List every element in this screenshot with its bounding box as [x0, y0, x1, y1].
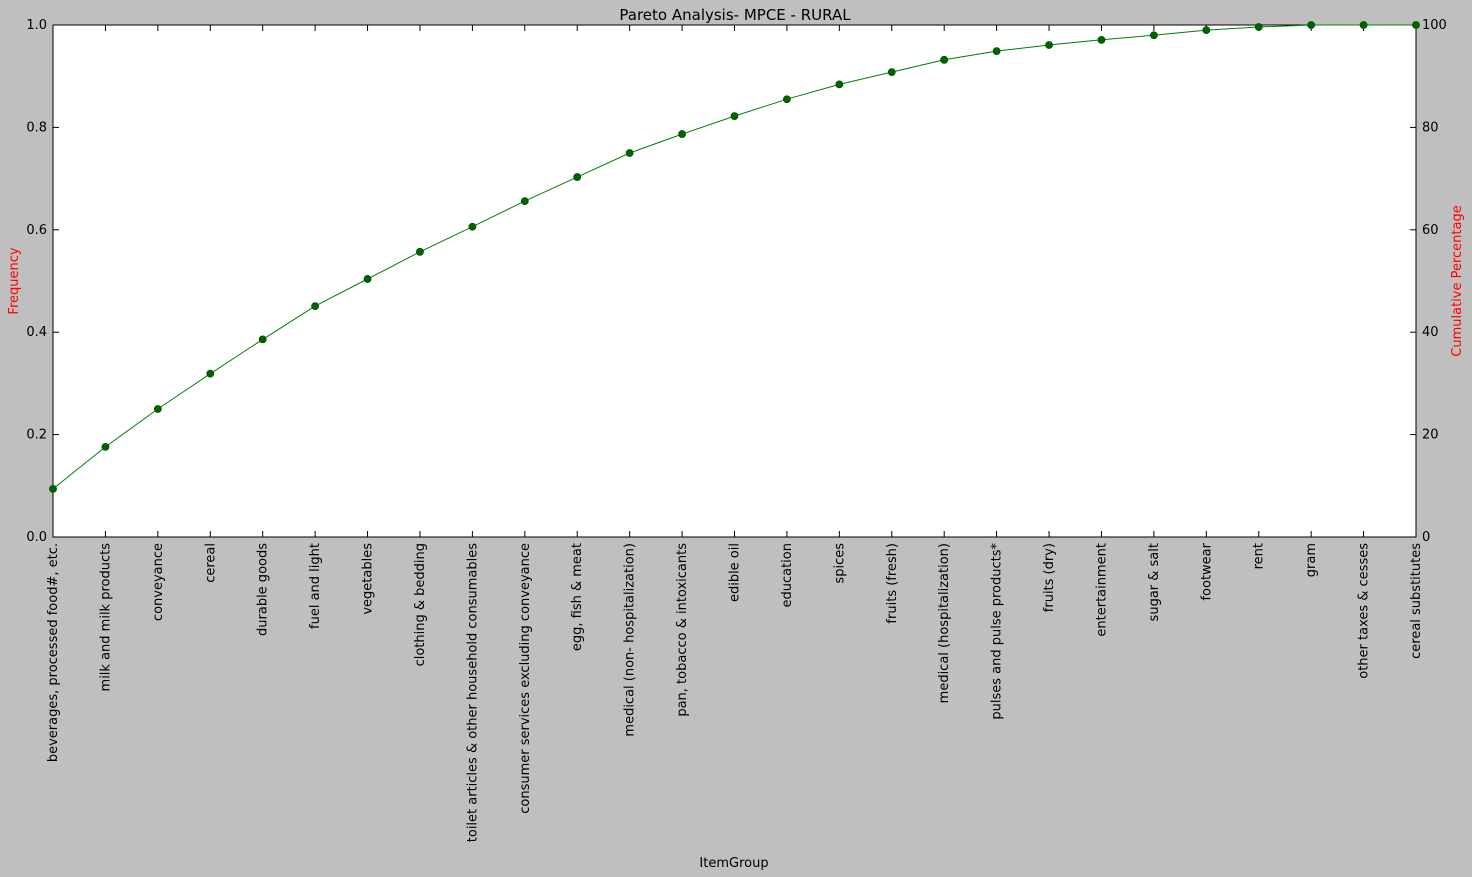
- data-point: [730, 112, 739, 121]
- data-point: [573, 173, 582, 181]
- left-tick-label: 0.8: [26, 120, 47, 135]
- data-point: [1045, 41, 1053, 49]
- x-tick-label: rent: [1252, 543, 1267, 569]
- x-tick-label: egg, fish & meat: [570, 543, 585, 651]
- x-tick-label: other taxes & cesses: [1357, 543, 1372, 679]
- y-axis-label-left: Frequency: [7, 247, 22, 314]
- data-point: [887, 68, 896, 77]
- data-point: [520, 197, 529, 206]
- x-tick-label: vegetables: [361, 543, 376, 615]
- data-point: [1149, 31, 1158, 40]
- left-tick-label: 0.0: [26, 530, 47, 545]
- data-point: [992, 47, 1001, 56]
- x-tick-label: cereal: [203, 543, 218, 583]
- data-point: [363, 275, 372, 283]
- x-tick-label: clothing & bedding: [413, 543, 428, 666]
- x-tick-label: spices: [832, 543, 847, 584]
- data-point: [625, 149, 634, 157]
- x-tick-label: pan, tobacco & intoxicants: [675, 543, 690, 717]
- x-tick-label: conveyance: [151, 543, 166, 621]
- data-point: [1097, 35, 1106, 44]
- right-y-axis: 0 20 40 60 80 100: [1410, 18, 1447, 545]
- x-tick-label: beverages, processed food#, etc.: [46, 543, 61, 762]
- right-tick-label: 60: [1422, 223, 1439, 238]
- x-tick-label: education: [780, 543, 795, 608]
- x-axis: beverages, processed food#, etc. milk and…: [46, 25, 1424, 842]
- right-tick-label: 20: [1422, 428, 1439, 443]
- x-tick-label: durable goods: [256, 543, 271, 636]
- right-tick-label: 0: [1422, 530, 1430, 545]
- data-point: [1254, 23, 1263, 31]
- x-tick-label: cereal substitutes: [1409, 543, 1424, 659]
- left-tick-label: 0.2: [26, 428, 47, 443]
- data-point: [1307, 21, 1316, 29]
- left-y-axis: 0.0 0.2 0.4 0.6 0.8 1.0: [26, 18, 59, 545]
- data-point: [678, 130, 686, 138]
- data-point: [49, 484, 57, 493]
- left-tick-label: 1.0: [26, 18, 47, 33]
- data-point: [101, 442, 110, 451]
- x-tick-label: toilet articles & other household consum…: [465, 543, 480, 842]
- x-tick-label: medical (hospitalization): [937, 543, 952, 703]
- data-point: [153, 405, 162, 413]
- y-axis-label-right: Cumulative Percentage: [1450, 205, 1465, 356]
- x-tick-label: fruits (dry): [1042, 543, 1057, 612]
- series-layer: [49, 21, 1420, 493]
- x-tick-label: gram: [1304, 543, 1319, 577]
- x-tick-label: footwear: [1199, 542, 1214, 600]
- data-point: [416, 247, 424, 256]
- x-tick-label: pulses and pulse products*: [990, 543, 1005, 720]
- data-point: [1359, 21, 1368, 29]
- left-tick-label: 0.4: [26, 325, 47, 340]
- data-point: [1202, 26, 1211, 35]
- data-point: [468, 222, 477, 231]
- x-axis-label: ItemGroup: [699, 856, 768, 871]
- data-point: [258, 335, 267, 344]
- left-tick-label: 0.6: [26, 223, 47, 238]
- x-tick-label: milk and milk products: [98, 543, 113, 692]
- plot-area: [52, 24, 1417, 538]
- right-tick-label: 40: [1422, 325, 1439, 340]
- x-tick-label: edible oil: [728, 543, 743, 602]
- data-point: [783, 95, 791, 104]
- x-tick-label: consumer services excluding conveyance: [518, 543, 533, 814]
- x-tick-label: medical (non- hospitalization): [623, 543, 638, 737]
- x-tick-label: entertainment: [1094, 543, 1109, 637]
- right-tick-label: 80: [1422, 120, 1439, 135]
- data-point: [1412, 21, 1420, 29]
- data-point: [835, 80, 844, 89]
- data-point: [206, 369, 215, 378]
- x-tick-label: fruits (fresh): [885, 543, 900, 624]
- data-point: [311, 302, 320, 310]
- data-point: [940, 55, 949, 64]
- x-tick-label: fuel and light: [308, 543, 323, 629]
- chart-title: Pareto Analysis- MPCE - RURAL: [619, 6, 851, 24]
- x-tick-label: sugar & salt: [1147, 543, 1162, 621]
- right-tick-label: 100: [1422, 18, 1447, 33]
